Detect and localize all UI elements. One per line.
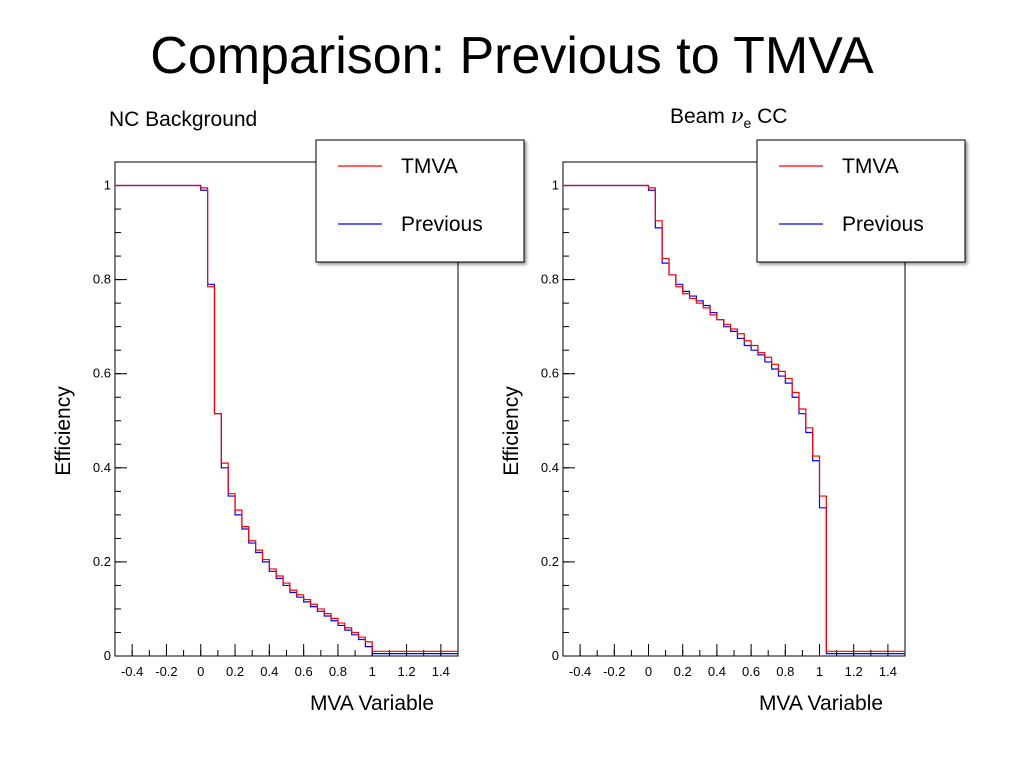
y-tick-label: 0.4 [93, 460, 111, 475]
y-tick-label: 0.4 [541, 460, 559, 475]
x-tick-label: 0.2 [674, 664, 692, 679]
x-tick-label: 0.2 [226, 664, 244, 679]
legend-box [756, 139, 966, 263]
y-tick-label: 0 [104, 648, 111, 663]
y-tick-label: 0.2 [541, 554, 559, 569]
legend-label-tmva: TMVA [401, 155, 458, 178]
y-tick-label: 1 [104, 178, 111, 193]
x-tick-label: 0.6 [742, 664, 760, 679]
series-line-tmva [563, 184, 905, 652]
x-tick-label: -0.4 [569, 664, 591, 679]
x-tick-label: 1.2 [398, 664, 416, 679]
y-tick-label: 0.6 [541, 366, 559, 381]
x-tick-label: 0.8 [776, 664, 794, 679]
x-tick-label: -0.4 [121, 664, 143, 679]
legend-label-previous: Previous [842, 213, 924, 236]
x-tick-label: 0 [197, 664, 204, 679]
x-tick-label: 1.4 [432, 664, 450, 679]
legend: TMVA Previous [756, 139, 966, 263]
slide-title: Comparison: Previous to TMVA [150, 27, 874, 85]
x-tick-label: -0.2 [603, 664, 625, 679]
legend: TMVA Previous [315, 139, 525, 263]
x-tick-label: 0.4 [708, 664, 726, 679]
x-axis-title: MVA Variable [759, 692, 883, 715]
series-line-previous [115, 184, 458, 655]
y-axis-title: Efficiency [500, 386, 523, 476]
x-tick-label: 0.4 [260, 664, 278, 679]
x-axis-title: MVA Variable [310, 692, 434, 715]
y-tick-label: 0.6 [93, 366, 111, 381]
y-tick-label: 0.8 [541, 272, 559, 287]
legend-label-previous: Previous [401, 213, 483, 236]
chart-title-nc-background: NC Background [109, 108, 258, 131]
chart-nc-background: -0.4 -0.2 0 0.2 0.4 0.6 0.8 1 1.2 1.4 0 0.2 0.4 0.6 0.… [52, 139, 525, 715]
x-tick-label: 1.4 [879, 664, 897, 679]
x-tick-label: 1 [816, 664, 823, 679]
series-line-tmva [115, 184, 458, 652]
chart-beam-nue-cc: -0.4 -0.2 0 0.2 0.4 0.6 0.8 1 1.2 1.4 0 0.2 0.4 0.6 0.… [500, 139, 966, 715]
y-tick-label: 0.2 [93, 554, 111, 569]
y-tick-label: 1 [552, 178, 559, 193]
x-tick-label: 0 [645, 664, 652, 679]
legend-box [315, 139, 525, 263]
x-tick-label: 0.6 [295, 664, 313, 679]
y-tick-label: 0.8 [93, 272, 111, 287]
x-tick-label: 0.8 [329, 664, 347, 679]
y-tick-label: 0 [552, 648, 559, 663]
legend-label-tmva: TMVA [842, 155, 899, 178]
x-tick-label: -0.2 [155, 664, 177, 679]
chart-title-beam-nue-cc: Beam νe CC [670, 104, 788, 132]
x-tick-label: 1.2 [845, 664, 863, 679]
x-tick-label: 1 [369, 664, 376, 679]
y-axis-title: Efficiency [52, 386, 75, 476]
